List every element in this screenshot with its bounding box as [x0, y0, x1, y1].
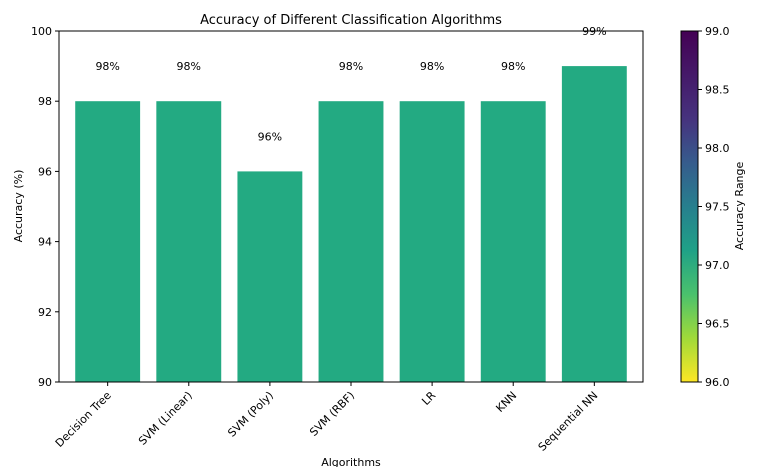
colorbar-tick-label: 98.5 [705, 84, 730, 97]
colorbar-tick-label: 96.5 [705, 318, 730, 331]
data-label: 98% [339, 60, 363, 73]
x-tick-label: Sequential NN [536, 389, 601, 454]
plot-frame [58, 30, 644, 383]
y-tick-label: 98 [38, 95, 52, 108]
colorbar-tick-label: 97.0 [705, 259, 730, 272]
colorbar-label: Accuracy Range [733, 161, 746, 250]
bar [318, 101, 384, 382]
x-axis: Decision Tree SVM (Linear) SVM (Poly) SVM (… [53, 382, 601, 454]
bar [561, 66, 627, 382]
colorbar-gradient [680, 30, 699, 383]
bar [480, 101, 546, 382]
bar [237, 171, 303, 382]
x-axis-label: Algorithms [321, 456, 381, 467]
x-tick-label: KNN [493, 389, 519, 415]
y-axis-label: Accuracy (%) [12, 170, 25, 243]
x-tick-label: LR [419, 389, 438, 408]
bar [156, 101, 222, 382]
chart-title: Accuracy of Different Classification Alg… [200, 13, 502, 28]
colorbar-tick-label: 97.5 [705, 201, 730, 214]
bars-group [75, 66, 627, 382]
y-tick-label: 100 [31, 25, 52, 38]
colorbar-tick-label: 96.0 [705, 376, 730, 389]
bar [75, 101, 141, 382]
data-label: 98% [177, 60, 201, 73]
y-tick-label: 92 [38, 306, 52, 319]
y-axis: 90 92 94 96 98 100 [31, 25, 59, 389]
y-tick-label: 96 [38, 165, 52, 178]
x-tick-label: Decision Tree [53, 389, 114, 450]
x-tick-label: SVM (Poly) [225, 389, 276, 440]
bar [399, 101, 465, 382]
x-tick-label: SVM (Linear) [136, 389, 195, 448]
x-tick-label: SVM (RBF) [307, 389, 357, 439]
data-label: 98% [95, 60, 119, 73]
data-label: 98% [420, 60, 444, 73]
data-label: 98% [501, 60, 525, 73]
colorbar: 96.0 96.5 97.0 97.5 98.0 98.5 99.0 Accuracy Ra… [680, 25, 746, 389]
y-tick-label: 90 [38, 376, 52, 389]
colorbar-ticks: 96.0 96.5 97.0 97.5 98.0 98.5 99.0 [698, 25, 730, 389]
data-label: 96% [258, 130, 282, 143]
colorbar-tick-label: 98.0 [705, 142, 730, 155]
colorbar-tick-label: 99.0 [705, 25, 730, 38]
y-tick-label: 94 [38, 236, 52, 249]
